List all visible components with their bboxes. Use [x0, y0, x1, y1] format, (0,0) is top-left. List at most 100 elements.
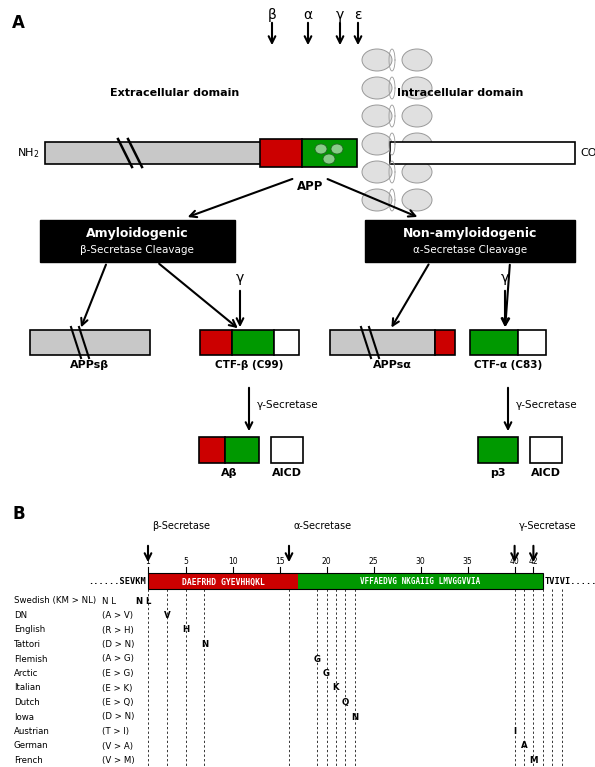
Bar [365, 220, 575, 262]
Text: p3: p3 [490, 468, 506, 478]
Bar [148, 573, 543, 589]
Text: G: G [323, 669, 330, 678]
Text: I: I [513, 727, 516, 736]
Ellipse shape [362, 161, 392, 183]
Text: NH$_2$: NH$_2$ [17, 146, 40, 160]
Text: A: A [12, 14, 25, 32]
Text: APP: APP [297, 180, 323, 193]
Text: β: β [268, 8, 276, 22]
Ellipse shape [402, 49, 432, 71]
Text: Aβ: Aβ [221, 468, 237, 478]
Text: (R > H): (R > H) [102, 626, 134, 634]
Text: 20: 20 [322, 557, 331, 566]
Text: 35: 35 [463, 557, 472, 566]
Text: Swedish (KM > NL): Swedish (KM > NL) [14, 597, 96, 605]
Text: β-Secretase: β-Secretase [152, 521, 210, 531]
Ellipse shape [323, 154, 335, 164]
Bar [271, 437, 303, 463]
Text: γ: γ [236, 271, 244, 285]
Bar [478, 437, 518, 463]
Text: β-Secretase Cleavage: β-Secretase Cleavage [80, 245, 194, 255]
Ellipse shape [402, 161, 432, 183]
Bar [148, 573, 299, 589]
Text: α-Secretase Cleavage: α-Secretase Cleavage [413, 245, 527, 255]
Text: Amyloidogenic: Amyloidogenic [86, 228, 188, 241]
Text: (E > G): (E > G) [102, 669, 133, 678]
Text: 40: 40 [510, 557, 519, 566]
Bar [274, 330, 299, 355]
Text: N L: N L [102, 597, 116, 605]
Text: 1: 1 [146, 557, 151, 566]
Text: α: α [303, 8, 312, 22]
Bar [40, 220, 235, 262]
Text: (D > N): (D > N) [102, 713, 134, 722]
Text: Tattori: Tattori [14, 640, 41, 649]
Text: γ-Secretase: γ-Secretase [516, 400, 578, 410]
Text: (V > A): (V > A) [102, 742, 133, 750]
Text: A: A [521, 742, 527, 750]
Bar [232, 330, 274, 355]
Text: AICD: AICD [531, 468, 561, 478]
Text: VFFAEDVG NKGAIIG LMVGGVVIA: VFFAEDVG NKGAIIG LMVGGVVIA [361, 578, 481, 587]
Bar [330, 330, 435, 355]
Text: L: L [145, 597, 151, 605]
Text: English: English [14, 626, 45, 634]
Text: 30: 30 [416, 557, 425, 566]
Text: 42: 42 [528, 557, 538, 566]
Ellipse shape [402, 189, 432, 211]
Text: Q: Q [342, 698, 349, 707]
Text: (A > V): (A > V) [102, 611, 133, 620]
Text: Intracellular domain: Intracellular domain [397, 88, 523, 98]
Text: 25: 25 [369, 557, 378, 566]
Text: APPsβ: APPsβ [70, 360, 109, 370]
Text: CTF-β (C99): CTF-β (C99) [215, 360, 283, 370]
Text: γ: γ [501, 271, 509, 285]
Text: N: N [201, 640, 208, 649]
Text: (V > M): (V > M) [102, 756, 134, 765]
Text: ε: ε [354, 8, 362, 22]
Text: DN: DN [14, 611, 27, 620]
Text: (E > K): (E > K) [102, 683, 132, 693]
Text: German: German [14, 742, 49, 750]
Text: Austrian: Austrian [14, 727, 50, 736]
Text: TVIVI......: TVIVI...... [545, 578, 595, 587]
Text: γ-Secretase: γ-Secretase [257, 400, 319, 410]
Text: H: H [182, 626, 189, 634]
Text: (T > I): (T > I) [102, 727, 129, 736]
Text: (E > Q): (E > Q) [102, 698, 133, 707]
Text: AICD: AICD [272, 468, 302, 478]
Text: (A > G): (A > G) [102, 654, 134, 663]
Text: B: B [12, 505, 24, 523]
Text: K: K [333, 683, 339, 693]
Text: Extracellular domain: Extracellular domain [111, 88, 240, 98]
Ellipse shape [362, 49, 392, 71]
Bar [435, 330, 455, 355]
Bar [260, 139, 302, 167]
Text: V: V [164, 611, 170, 620]
Bar [302, 139, 357, 167]
Text: Iowa: Iowa [14, 713, 34, 722]
Text: Italian: Italian [14, 683, 40, 693]
Ellipse shape [362, 189, 392, 211]
Ellipse shape [362, 105, 392, 127]
Ellipse shape [362, 133, 392, 155]
Ellipse shape [362, 77, 392, 99]
Ellipse shape [315, 144, 327, 154]
Text: Arctic: Arctic [14, 669, 38, 678]
Bar [518, 330, 546, 355]
Ellipse shape [402, 133, 432, 155]
Text: Non-amyloidogenic: Non-amyloidogenic [403, 228, 537, 241]
Text: 15: 15 [275, 557, 284, 566]
Bar [200, 330, 232, 355]
Text: G: G [314, 654, 321, 663]
Text: COOH: COOH [580, 148, 595, 158]
Text: N: N [351, 713, 358, 722]
Text: Dutch: Dutch [14, 698, 40, 707]
Bar [30, 330, 150, 355]
Ellipse shape [331, 144, 343, 154]
Text: (D > N): (D > N) [102, 640, 134, 649]
Text: γ-Secretase: γ-Secretase [519, 521, 576, 531]
Text: ......SEVKM: ......SEVKM [88, 578, 146, 587]
Text: Flemish: Flemish [14, 654, 48, 663]
Text: French: French [14, 756, 43, 765]
